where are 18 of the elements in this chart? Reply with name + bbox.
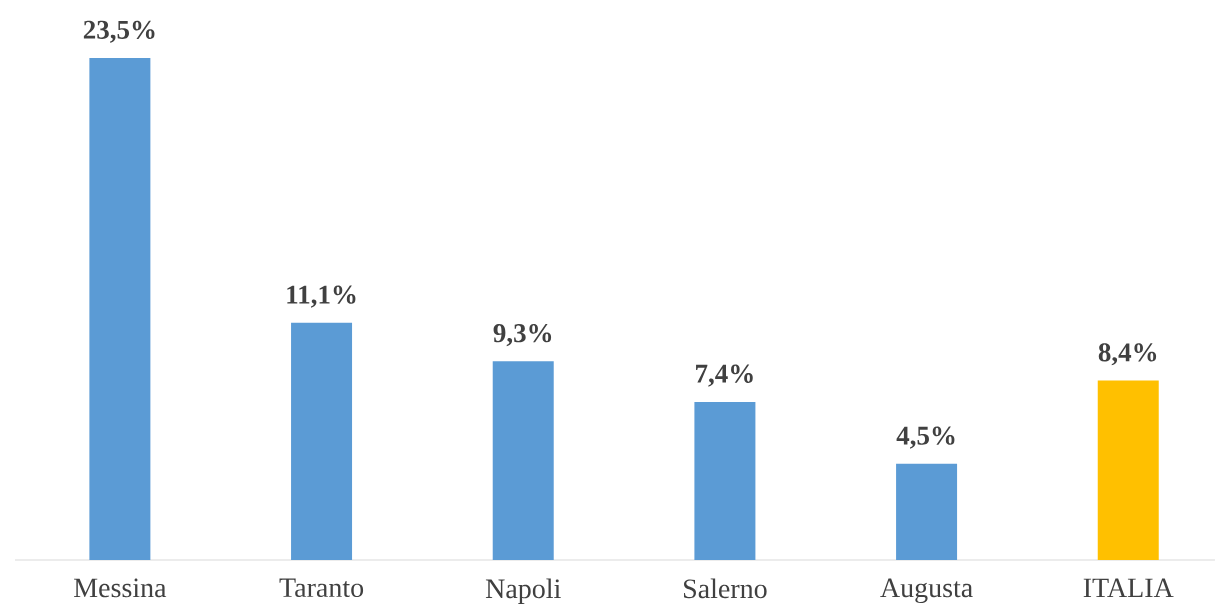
data-label: 4,5% [896, 426, 955, 449]
x-tick-label: Messina [74, 578, 167, 598]
bar [896, 463, 958, 560]
x-tick-label: ITALIA [1083, 578, 1174, 597]
bar [492, 361, 554, 560]
data-label: 23,5% [83, 20, 155, 43]
x-tick-label: Augusta [880, 578, 973, 604]
bar [1097, 380, 1159, 560]
x-tick-label: Taranto [279, 578, 364, 598]
data-label: 7,4% [696, 364, 753, 387]
x-tick-label: Salerno [684, 578, 767, 599]
data-label: 11,1% [287, 285, 356, 308]
data-label: 8,4% [1098, 343, 1157, 366]
x-tick-label: Napoli [485, 578, 561, 604]
bar [291, 322, 353, 560]
bar [89, 57, 151, 560]
data-label: 9,3% [493, 323, 552, 347]
bar [694, 401, 756, 560]
